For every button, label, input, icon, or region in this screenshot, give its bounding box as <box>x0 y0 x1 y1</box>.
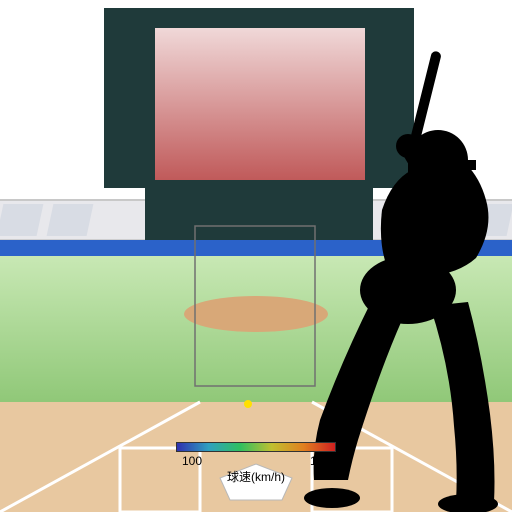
legend-gradient-bar <box>176 442 336 452</box>
pitchers-mound <box>184 296 328 332</box>
scoreboard <box>104 8 414 240</box>
legend-label: 球速(km/h) <box>176 468 336 485</box>
legend-tick-max: 150 <box>310 454 330 468</box>
pitch-marker <box>244 400 252 408</box>
pitch-scene <box>0 0 512 512</box>
legend-ticks: 100 150 <box>176 454 336 468</box>
speed-legend: 100 150 球速(km/h) <box>176 442 336 485</box>
legend-tick-min: 100 <box>182 454 202 468</box>
